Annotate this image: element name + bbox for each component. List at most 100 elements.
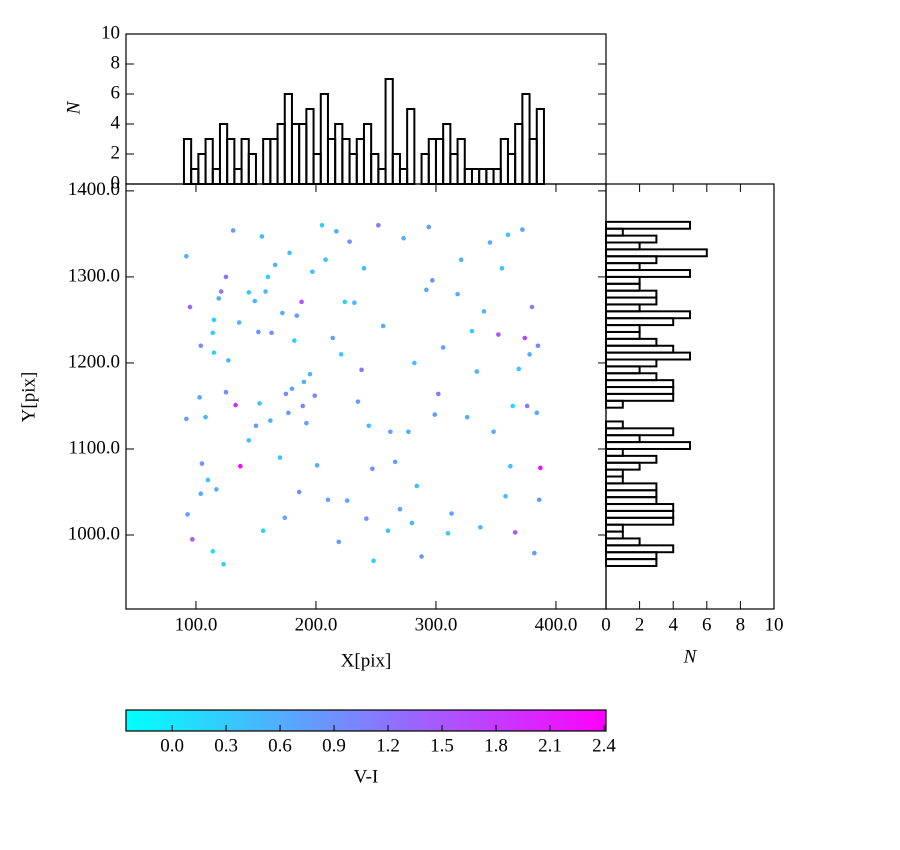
point — [283, 391, 289, 397]
hist-bin — [449, 153, 459, 185]
point — [499, 266, 505, 271]
point — [426, 224, 432, 230]
point — [184, 253, 189, 259]
point — [361, 266, 367, 271]
hist-bin — [240, 138, 250, 185]
hist-bin — [262, 138, 272, 185]
colorbar-tick-label: 0.3 — [214, 735, 238, 756]
x-tick-label: 400.0 — [535, 614, 578, 635]
x-tick-label: 10 — [765, 614, 784, 635]
y-tick-label: 2 — [111, 142, 121, 163]
point — [532, 550, 537, 556]
point — [359, 367, 364, 373]
hist-bin — [605, 516, 675, 526]
point — [304, 420, 309, 426]
point — [516, 366, 522, 372]
hist-bin — [456, 138, 466, 185]
point — [436, 391, 441, 397]
point — [524, 403, 530, 409]
x-axis-label: X[pix] — [341, 650, 392, 671]
point — [334, 229, 339, 234]
hist-bin — [226, 138, 236, 185]
point — [296, 489, 302, 495]
point — [246, 438, 252, 443]
point — [503, 493, 508, 499]
colorbar-tick-label: 1.5 — [430, 735, 454, 756]
y-tick-label: 0 — [111, 172, 121, 193]
point — [323, 257, 328, 263]
hist-bin — [605, 255, 658, 265]
point — [430, 278, 435, 283]
point — [314, 463, 320, 468]
point — [265, 274, 271, 280]
point — [330, 335, 336, 341]
y-tick-label: 4 — [111, 112, 121, 133]
point — [184, 416, 189, 422]
point — [469, 328, 475, 334]
hist-bin — [290, 123, 301, 185]
hist-bin — [605, 386, 675, 395]
point — [210, 549, 216, 554]
hist-bin — [427, 138, 437, 185]
point — [268, 418, 273, 423]
hist-bin — [605, 365, 641, 375]
x-tick-label: 4 — [668, 614, 678, 635]
point — [256, 329, 261, 335]
point — [496, 332, 501, 337]
point — [535, 343, 541, 349]
point — [481, 309, 487, 314]
point — [455, 291, 460, 297]
point — [478, 524, 483, 530]
hist-bin — [605, 358, 658, 368]
top-hist-y-label: N — [63, 100, 84, 115]
point — [406, 429, 411, 435]
hist-bin — [605, 344, 675, 354]
hist-bin — [362, 123, 373, 185]
point — [187, 304, 193, 310]
point — [198, 491, 204, 497]
hist-bin — [492, 168, 502, 185]
point — [464, 414, 470, 420]
hist-bin — [398, 168, 409, 185]
colorbar-tick-label: 0.0 — [160, 735, 184, 756]
point — [257, 401, 262, 406]
point — [412, 360, 417, 366]
hist-bin — [605, 351, 691, 361]
hist-bin — [605, 310, 691, 320]
hist-bin — [377, 168, 387, 185]
point — [392, 459, 398, 465]
point — [508, 463, 513, 469]
hist-bin — [190, 168, 200, 185]
hist-bin — [605, 468, 624, 478]
hist-bin — [605, 234, 658, 244]
point — [409, 520, 415, 526]
hist-bin — [218, 123, 229, 185]
point — [401, 235, 406, 241]
point — [198, 343, 204, 349]
point — [449, 511, 454, 516]
point — [344, 498, 350, 503]
hist-bin — [605, 289, 658, 299]
hist-bin — [334, 123, 344, 185]
hist-bin — [276, 123, 286, 185]
hist-bin — [605, 509, 675, 519]
y-tick-label: 1400.0 — [68, 179, 120, 200]
hist-bin — [326, 138, 337, 185]
point — [300, 403, 306, 409]
point — [216, 296, 222, 301]
colorbar-tick-label: 2.4 — [592, 735, 616, 756]
point — [233, 402, 238, 408]
point — [347, 239, 352, 244]
hist-bin — [605, 537, 641, 547]
point — [299, 299, 304, 305]
hist-bin — [298, 123, 308, 185]
hist-bin — [605, 282, 641, 292]
point — [223, 389, 229, 395]
hist-bin — [514, 123, 524, 185]
hist-bin — [247, 153, 257, 185]
hist-bin — [211, 168, 221, 185]
hist-bin — [605, 523, 624, 533]
y-tick-label: 1100.0 — [68, 437, 120, 458]
point — [253, 423, 259, 429]
